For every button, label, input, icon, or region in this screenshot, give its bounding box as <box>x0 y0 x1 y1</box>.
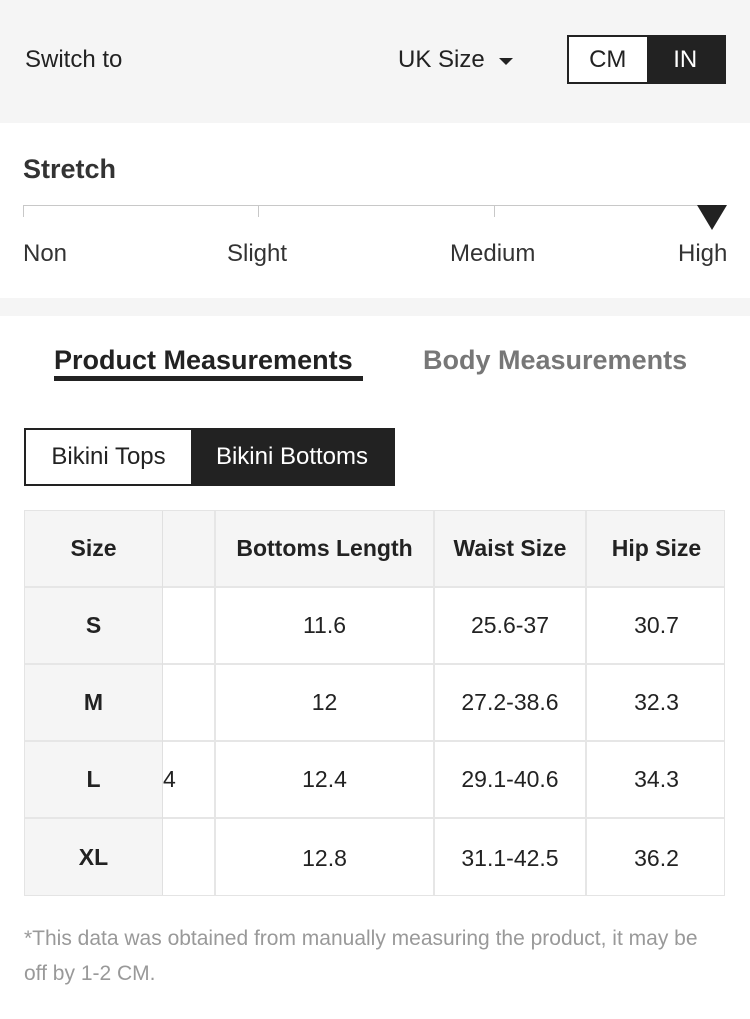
table-cell <box>163 665 214 742</box>
table-cell: 12.8 <box>302 844 347 871</box>
table-header-bottoms-length: Bottoms Length <box>216 511 433 588</box>
stretch-tick <box>494 205 495 217</box>
table-cell: 29.1-40.6 <box>435 742 585 819</box>
stretch-level-high: High <box>678 240 728 267</box>
stretch-level-medium: Medium <box>450 240 536 267</box>
stretch-tick <box>23 205 24 217</box>
stretch-tick <box>258 205 259 217</box>
unit-in-button[interactable]: IN <box>646 37 724 82</box>
category-toggle: Bikini Tops Bikini Bottoms <box>24 428 395 486</box>
tab-body-measurements[interactable]: Body Measurements <box>423 345 688 375</box>
table-column-size: Size S M L XL <box>25 511 163 895</box>
size-switch-bar: Switch to UK Size CM IN <box>0 0 750 123</box>
table-cell: 25.6-37 <box>435 588 585 665</box>
table-column-length: Bottoms Length 11.6 12 12.4 12.8 <box>216 511 433 895</box>
size-system-dropdown[interactable]: UK Size <box>398 46 513 74</box>
unit-cm-button[interactable]: CM <box>569 37 647 82</box>
table-cell: 4 <box>163 742 214 819</box>
table-cell: 34.3 <box>587 742 724 819</box>
switch-to-label: Switch to <box>25 46 123 73</box>
table-header-waist-size: Waist Size <box>435 511 585 588</box>
bikini-bottoms-button[interactable]: Bikini Bottoms <box>191 430 393 484</box>
active-tab-underline <box>54 376 363 381</box>
stretch-level-non: Non <box>23 240 68 267</box>
table-cell: 30.7 <box>587 588 724 665</box>
table-cell-size: L <box>25 742 162 819</box>
stretch-level-slight: Slight <box>227 240 288 267</box>
table-column-hip: Hip Size 30.7 32.3 34.3 36.2 <box>587 511 724 895</box>
table-divider <box>433 511 435 895</box>
measurement-footnote: *This data was obtained from manually me… <box>24 927 698 985</box>
table-header-hip-size: Hip Size <box>587 511 724 588</box>
table-cell: 12 <box>216 665 433 742</box>
size-table[interactable]: 4 Bottoms Length 11.6 12 12.4 12.8 Waist… <box>24 510 725 896</box>
table-column-partial: 4 <box>163 511 214 895</box>
size-system-value: UK Size <box>398 46 485 73</box>
bikini-tops-button[interactable]: Bikini Tops <box>26 430 191 484</box>
table-header-size: Size <box>25 511 162 588</box>
table-cell <box>163 819 214 895</box>
table-cell: 31.1-42.5 <box>461 844 559 871</box>
table-cell: 11.6 <box>216 588 433 665</box>
table-cell-size: M <box>25 665 162 742</box>
stretch-scale-line <box>23 205 726 206</box>
table-header-cell <box>163 511 214 588</box>
table-column-waist: Waist Size 25.6-37 27.2-38.6 29.1-40.6 3… <box>435 511 585 895</box>
section-divider <box>0 298 750 316</box>
table-divider <box>214 511 216 895</box>
tab-product-measurements[interactable]: Product Measurements <box>54 345 353 375</box>
stretch-title: Stretch <box>23 154 117 184</box>
table-cell <box>163 588 214 665</box>
table-divider <box>585 511 587 895</box>
chevron-down-icon <box>498 57 513 65</box>
stretch-indicator-icon <box>697 205 727 230</box>
table-cell: 12.4 <box>216 742 433 819</box>
table-cell-size: S <box>25 588 162 665</box>
unit-toggle: CM IN <box>567 35 726 84</box>
table-cell-size: XL <box>25 819 162 895</box>
table-cell: 27.2-38.6 <box>435 665 585 742</box>
table-cell: 36.2 <box>634 844 679 871</box>
table-cell: 32.3 <box>587 665 724 742</box>
